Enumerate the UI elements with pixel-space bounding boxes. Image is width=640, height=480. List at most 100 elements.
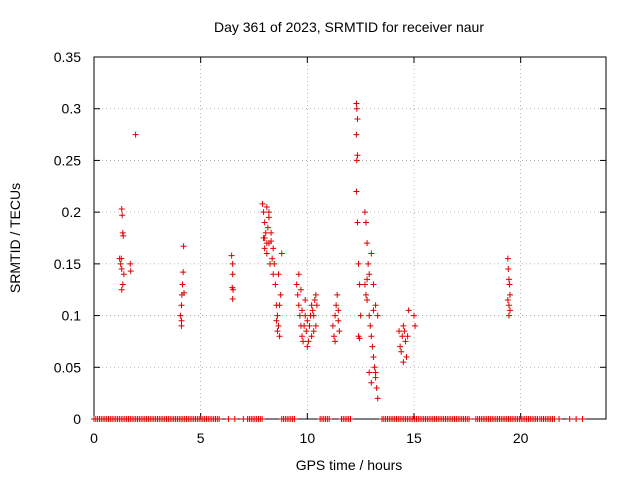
data-point (261, 219, 268, 226)
data-point (370, 307, 377, 314)
y-tick-label: 0.2 (62, 204, 82, 220)
data-point (300, 338, 307, 345)
data-point (361, 281, 368, 288)
data-point (299, 333, 305, 340)
data-point (274, 312, 281, 319)
data-point (177, 312, 184, 319)
x-tick-label: 5 (197, 430, 205, 446)
data-point (353, 100, 360, 107)
data-point (354, 219, 361, 226)
data-point (180, 269, 187, 276)
data-point (119, 281, 126, 288)
data-point (260, 209, 267, 216)
data-point (364, 297, 371, 304)
data-point (264, 224, 271, 231)
data-point (308, 302, 315, 309)
data-point (179, 281, 186, 288)
data-point (371, 364, 378, 371)
data-point (310, 328, 317, 335)
data-point (268, 229, 275, 236)
data-point (400, 359, 407, 366)
data-point (353, 188, 360, 195)
data-point (396, 328, 403, 335)
data-point (369, 343, 376, 350)
y-tick-label: 0.15 (54, 256, 81, 272)
data-point (178, 317, 185, 324)
data-point (366, 312, 373, 319)
data-point (302, 297, 309, 304)
data-point (354, 152, 361, 159)
data-point (270, 271, 277, 278)
data-point (306, 322, 313, 329)
x-tick-label: 0 (90, 430, 98, 446)
data-point (297, 286, 304, 293)
data-point (363, 291, 369, 298)
data-point (364, 276, 371, 283)
data-point (275, 322, 282, 329)
data-point (372, 302, 379, 309)
data-point (178, 302, 185, 309)
data-point (230, 286, 237, 293)
data-point (302, 312, 309, 319)
data-point (372, 374, 379, 381)
data-point (229, 271, 236, 278)
data-point (293, 281, 300, 288)
data-point (368, 333, 375, 340)
data-point (326, 416, 333, 422)
data-point (353, 157, 360, 164)
data-point (259, 200, 266, 207)
data-point (361, 209, 368, 216)
data-point (260, 235, 267, 241)
data-point (276, 302, 283, 309)
data-series (91, 100, 586, 422)
data-point (506, 281, 513, 288)
data-point (573, 416, 580, 422)
data-point (347, 416, 354, 422)
data-point (400, 322, 407, 329)
data-point (402, 338, 409, 345)
data-point (397, 343, 404, 350)
data-point (355, 260, 362, 267)
data-point (357, 312, 364, 319)
data-point (270, 245, 277, 252)
data-point (178, 322, 185, 329)
data-point (370, 353, 377, 360)
y-tick-label: 0.35 (54, 49, 81, 65)
data-point (507, 307, 513, 314)
data-point (309, 307, 316, 314)
data-point (365, 260, 372, 267)
data-point (403, 353, 410, 360)
data-point (119, 212, 126, 219)
plot-frame (93, 56, 607, 420)
data-point (504, 297, 511, 304)
data-point (312, 291, 319, 298)
data-point (332, 338, 339, 345)
data-point (273, 317, 280, 324)
data-point (228, 252, 235, 259)
data-point (401, 328, 408, 335)
data-point (356, 281, 363, 288)
data-point (505, 302, 512, 309)
data-point (505, 266, 512, 273)
x-axis-label: GPS time / hours (296, 457, 403, 473)
data-point (120, 232, 127, 239)
y-tick-label: 0.3 (62, 101, 82, 117)
data-point (372, 369, 379, 376)
data-point (127, 260, 134, 267)
data-point (294, 291, 301, 298)
data-point (368, 250, 375, 257)
data-point (356, 335, 363, 342)
data-point (265, 209, 272, 216)
data-point (180, 243, 187, 250)
data-point (263, 203, 270, 210)
data-point (295, 302, 302, 309)
data-point (295, 271, 302, 278)
data-point (259, 416, 266, 422)
data-point (579, 416, 586, 422)
data-point (132, 131, 139, 138)
data-point (363, 219, 369, 226)
data-point (229, 260, 236, 267)
data-point (311, 297, 318, 304)
y-axis-label: SRMTID / TECUs (7, 183, 23, 293)
data-point (291, 416, 298, 422)
